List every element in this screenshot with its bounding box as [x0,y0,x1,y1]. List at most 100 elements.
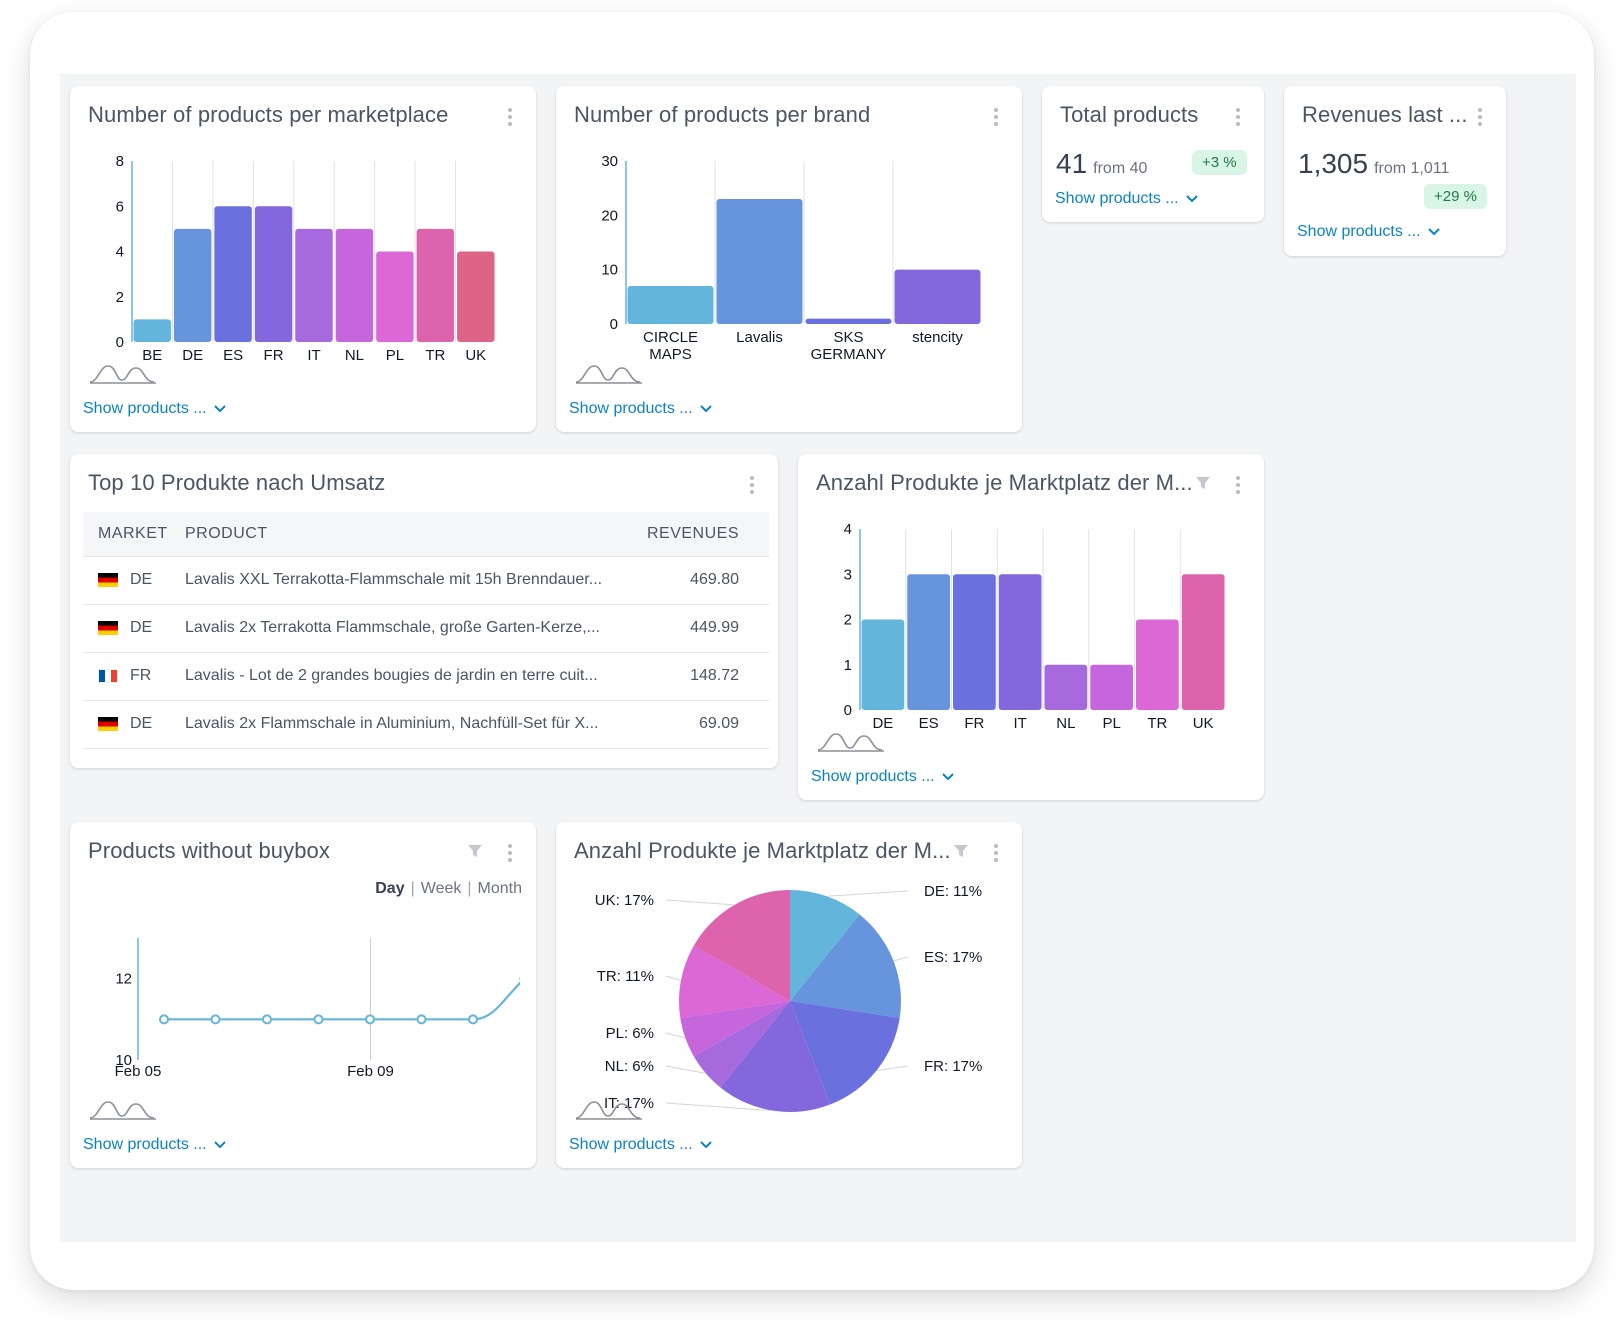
kpi-from: from 1,011 [1374,160,1450,177]
chart-type-icon[interactable] [574,1098,644,1122]
chart-type-icon[interactable] [88,362,158,386]
show-products-link[interactable]: Show products ... [1297,223,1441,241]
bar-it[interactable] [998,574,1042,710]
data-point[interactable] [210,1014,221,1025]
filter-icon[interactable] [1194,474,1212,492]
bar-lavalis[interactable] [716,199,803,324]
y-tick-label: 8 [116,153,124,170]
bar-pl[interactable] [1090,664,1133,710]
pie-leader-line [826,890,909,897]
column-header-market[interactable]: MARKET [98,524,168,542]
show-products-link[interactable]: Show products ... [811,768,955,786]
flag-fr-icon [98,668,118,683]
x-tick-label: IT [1013,715,1026,732]
filter-icon[interactable] [466,842,484,860]
period-week[interactable]: Week [420,880,462,897]
show-products-label: Show products ... [811,768,935,785]
more-options-icon[interactable] [988,842,1004,862]
column-header-product[interactable]: PRODUCT [185,524,268,542]
data-point[interactable] [313,1014,324,1025]
y-tick-label: 3 [844,566,852,583]
pie-leader-line [876,1065,909,1072]
x-tick-label: Lavalis [736,329,783,346]
flag-de-icon [98,716,118,731]
bar-es[interactable] [907,574,950,710]
show-products-link[interactable]: Show products ... [569,1136,713,1154]
pie-slice-fr[interactable] [790,1001,900,1105]
more-options-icon[interactable] [1230,106,1246,126]
bar-it[interactable] [295,228,333,342]
product-cell[interactable]: Lavalis 2x Flammschale in Aluminium, Nac… [185,699,625,749]
pie-slice-uk[interactable] [693,890,790,1001]
bar-circle-maps[interactable] [627,285,714,324]
data-point[interactable] [468,1014,478,1025]
bar-nl[interactable] [1044,664,1088,710]
table-row[interactable]: FR Lavalis - Lot de 2 grandes bougies de … [83,651,769,700]
market-code: FR [130,667,152,684]
flag-de-icon [98,572,118,587]
data-point[interactable] [159,1014,169,1025]
pie-slice-nl[interactable] [693,1001,790,1088]
more-options-icon[interactable] [502,842,518,862]
x-tick-label: MAPS [649,346,692,363]
bar-stencity[interactable] [894,269,981,324]
bar-tr[interactable] [416,228,455,342]
pie-slice-it[interactable] [720,1001,831,1112]
bar-nl[interactable] [335,228,374,342]
x-tick-label: UK [1193,715,1214,732]
pie-slice-tr[interactable] [679,945,790,1019]
show-products-label: Show products ... [569,400,693,417]
period-month[interactable]: Month [477,880,522,897]
bar-tr[interactable] [1136,619,1179,711]
show-products-label: Show products ... [1055,190,1179,207]
bar-fr[interactable] [254,206,293,342]
pie-leader-line [665,975,682,982]
period-divider: | [467,880,472,897]
more-options-icon[interactable] [1472,106,1488,126]
bar-uk[interactable] [1181,574,1225,710]
bar-sks-germany[interactable] [805,318,892,324]
chart-type-icon[interactable] [816,730,886,754]
show-products-link[interactable]: Show products ... [83,400,227,418]
table-row[interactable]: DE Lavalis 2x Flammschale in Aluminium, N… [83,699,769,749]
card-title: Number of products per marketplace [88,102,449,127]
filter-icon[interactable] [952,842,970,860]
more-options-icon[interactable] [1230,474,1246,494]
more-options-icon[interactable] [744,474,760,494]
show-products-link[interactable]: Show products ... [569,400,713,418]
product-cell[interactable]: Lavalis 2x Terrakotta Flammschale, große… [185,603,625,652]
x-tick-label: TR [1147,715,1167,732]
bar-uk[interactable] [457,251,495,343]
pie-slice-es[interactable] [790,914,901,1019]
card-anzahl-produkte-pie: Anzahl Produkte je Marktplatz der M... D… [556,822,1022,1168]
data-point[interactable] [262,1014,272,1025]
pie-slice-pl[interactable] [680,1001,790,1057]
card-title: Total products [1060,102,1199,127]
more-options-icon[interactable] [988,106,1004,126]
chart-type-icon[interactable] [88,1098,158,1122]
chevron-down-icon [1185,195,1198,203]
product-cell[interactable]: Lavalis XXL Terrakotta-Flammschale mit 1… [185,555,625,604]
table-row[interactable]: DE Lavalis 2x Terrakotta Flammschale, gro… [83,603,769,652]
period-day[interactable]: Day [375,880,405,897]
card-title: Top 10 Produkte nach Umsatz [88,470,386,495]
bar-fr[interactable] [953,574,996,710]
pie-slice-de[interactable] [790,890,860,1001]
data-point[interactable] [365,1014,375,1025]
x-tick-label: NL [345,347,364,364]
chart-type-icon[interactable] [574,362,644,386]
bar-es[interactable] [214,206,252,342]
bar-pl[interactable] [376,251,414,343]
show-products-link[interactable]: Show products ... [83,1136,227,1154]
column-header-revenues[interactable]: REVENUES [646,524,739,542]
x-tick-label: stencity [912,329,963,346]
data-point[interactable] [416,1014,427,1025]
more-options-icon[interactable] [502,106,518,126]
bar-de[interactable] [861,619,905,711]
revenue-cell: 69.09 [625,699,769,749]
bar-de[interactable] [173,228,212,342]
show-products-link[interactable]: Show products ... [1055,190,1199,208]
product-cell[interactable]: Lavalis - Lot de 2 grandes bougies de ja… [185,651,625,700]
bar-be[interactable] [133,319,171,342]
table-row[interactable]: DE Lavalis XXL Terrakotta-Flammschale mit… [83,555,769,604]
